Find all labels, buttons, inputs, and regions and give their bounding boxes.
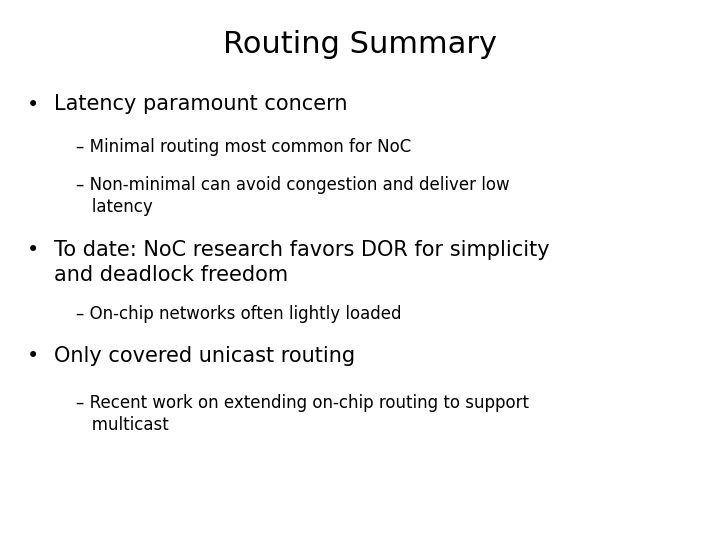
Text: Routing Summary: Routing Summary [223,30,497,59]
Text: – Recent work on extending on-chip routing to support
   multicast: – Recent work on extending on-chip routi… [76,394,528,434]
Text: Latency paramount concern: Latency paramount concern [54,94,348,114]
Text: – On-chip networks often lightly loaded: – On-chip networks often lightly loaded [76,305,401,323]
Text: •: • [27,346,40,366]
Text: •: • [27,240,40,260]
Text: Only covered unicast routing: Only covered unicast routing [54,346,355,366]
Text: To date: NoC research favors DOR for simplicity
and deadlock freedom: To date: NoC research favors DOR for sim… [54,240,549,285]
Text: – Minimal routing most common for NoC: – Minimal routing most common for NoC [76,138,411,156]
Text: •: • [27,94,40,114]
Text: – Non-minimal can avoid congestion and deliver low
   latency: – Non-minimal can avoid congestion and d… [76,176,509,215]
